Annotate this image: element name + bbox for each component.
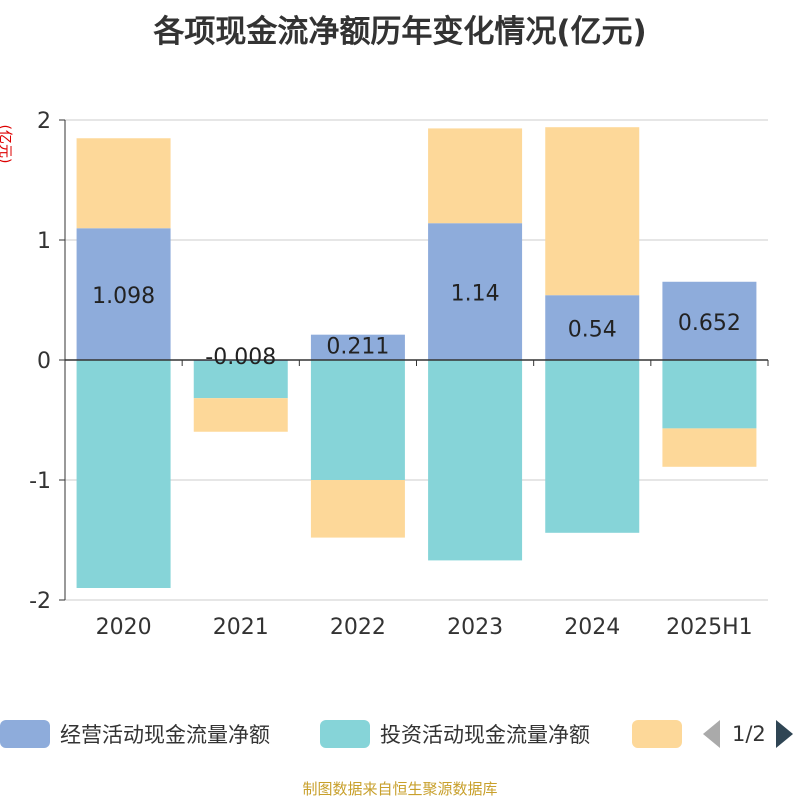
x-tick-label: 2023 <box>447 615 503 640</box>
legend-item-operating[interactable]: 经营活动现金流量净额 <box>0 716 270 752</box>
legend-next-page-icon[interactable] <box>775 720 793 748</box>
legend-page-indicator: 1/2 <box>732 722 766 746</box>
bar-operating <box>76 228 171 360</box>
y-tick-label: -1 <box>29 469 51 494</box>
legend: 经营活动现金流量净额 投资活动现金流量净额 1/2 <box>0 716 800 752</box>
x-tick-label: 2025H1 <box>666 615 753 640</box>
legend-swatch-investing <box>320 720 370 748</box>
bar-investing <box>662 360 757 429</box>
bar-financing <box>310 480 405 538</box>
legend-label-investing: 投资活动现金流量净额 <box>380 723 590 747</box>
bar-layer <box>76 127 757 588</box>
bar-financing <box>545 127 640 296</box>
chart-title: 各项现金流净额历年变化情况(亿元) <box>153 14 647 50</box>
y-tick-label: -2 <box>29 589 51 614</box>
legend-pager: 1/2 <box>700 716 800 752</box>
data-label: 1.098 <box>92 284 155 309</box>
x-tick-label: 2024 <box>564 615 620 640</box>
bar-investing <box>545 360 640 533</box>
bar-investing <box>428 360 523 561</box>
x-tick-label: 2022 <box>330 615 386 640</box>
data-label: 1.14 <box>451 282 500 307</box>
legend-prev-page-icon[interactable] <box>703 720 720 748</box>
legend-label-operating: 经营活动现金流量净额 <box>60 723 270 747</box>
legend-swatch-operating <box>0 720 50 748</box>
x-tick-label: 2020 <box>96 615 152 640</box>
bar-financing <box>193 398 288 432</box>
bar-operating <box>662 281 757 360</box>
legend-item-investing[interactable]: 投资活动现金流量净额 <box>320 716 590 752</box>
bar-operating <box>545 295 640 360</box>
y-tick-label: 1 <box>37 229 51 254</box>
bar-financing <box>76 138 171 229</box>
grid-lines <box>65 119 768 601</box>
bar-investing <box>193 360 288 399</box>
bar-investing <box>310 360 405 480</box>
axes: 2 1 0 -1 -2 2020 2021 2022 2023 2024 2025H1 <box>29 109 769 640</box>
data-label: 0.211 <box>326 335 389 360</box>
bar-operating <box>428 223 523 360</box>
data-label: -0.008 <box>205 345 276 370</box>
bar-investing <box>76 360 171 588</box>
data-labels: 1.098 -0.008 0.211 1.14 0.54 0.652 <box>92 282 741 370</box>
y-tick-label: 0 <box>37 349 51 374</box>
bar-financing <box>662 428 757 467</box>
source-note: 制图数据来自恒生聚源数据库 <box>302 780 498 798</box>
legend-item-financing[interactable] <box>632 716 682 752</box>
x-tick-label: 2021 <box>213 615 269 640</box>
legend-swatch-financing <box>632 720 682 748</box>
data-label: 0.652 <box>678 311 741 336</box>
y-tick-label: 2 <box>37 109 51 134</box>
bar-operating <box>310 334 405 360</box>
chart-plot: 2 1 0 -1 -2 2020 2021 2022 2023 2024 2025H1 1.098 -… <box>29 109 769 640</box>
bar-financing <box>428 128 523 224</box>
data-label: 0.54 <box>568 318 617 343</box>
